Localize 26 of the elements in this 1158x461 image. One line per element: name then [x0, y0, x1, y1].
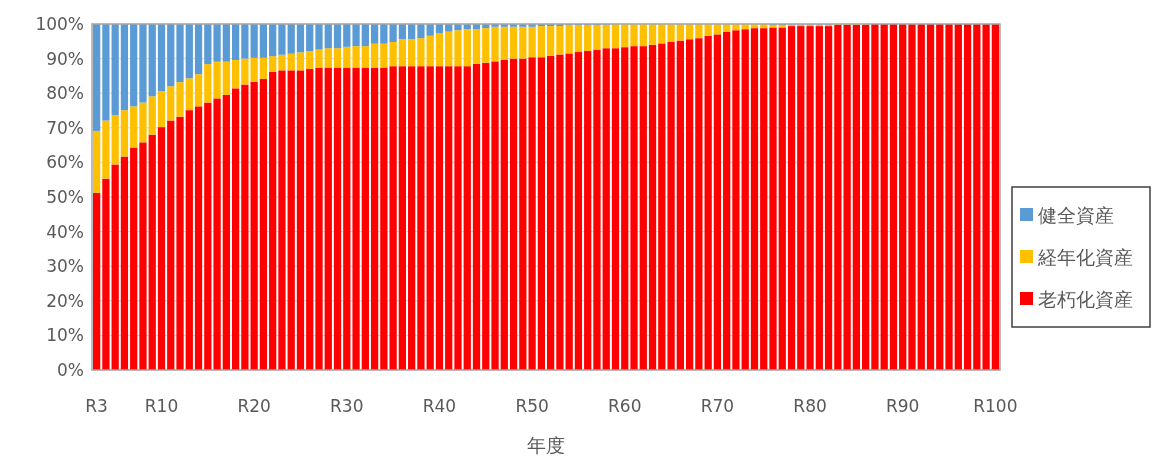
x-tick-label: R90 — [885, 396, 920, 416]
x-tick-label: R20 — [237, 396, 271, 416]
y-tick-label: 10% — [46, 325, 84, 346]
x-tick-label: R60 — [608, 396, 642, 416]
x-tick-label: R40 — [422, 396, 457, 416]
x-tick-label: R100 — [973, 396, 1018, 416]
x-tick-label: R10 — [144, 396, 179, 416]
x-tick-label: R3 — [85, 396, 108, 416]
y-tick-label: 40% — [46, 221, 84, 242]
y-tick-label: 0% — [57, 360, 84, 380]
x-tick-label: R50 — [515, 396, 549, 416]
x-axis-title: 年度 — [527, 434, 565, 456]
y-tick-label: 80% — [46, 83, 84, 104]
legend-label: 経年化資産 — [1037, 246, 1133, 268]
y-tick-label: 90% — [46, 48, 84, 69]
y-tick-label: 30% — [46, 256, 84, 277]
x-tick-label: R30 — [330, 396, 364, 416]
legend-label: 老朽化資産 — [1038, 288, 1133, 310]
y-tick-label: 20% — [46, 290, 84, 311]
legend-label: 健全資産 — [1038, 204, 1114, 226]
y-tick-label: 60% — [46, 152, 84, 173]
x-tick-label: R80 — [793, 396, 827, 416]
y-tick-label: 100% — [35, 14, 84, 34]
y-tick-label: 50% — [46, 187, 84, 207]
y-tick-label: 70% — [46, 117, 84, 138]
x-tick-label: R70 — [700, 396, 735, 416]
